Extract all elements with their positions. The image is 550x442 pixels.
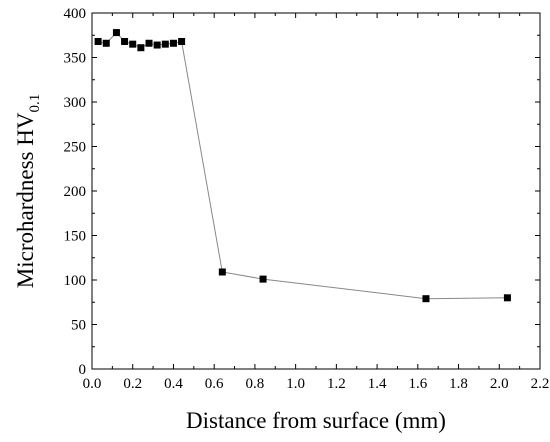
x-tick-label: 0.0	[83, 376, 102, 392]
data-point	[129, 40, 137, 48]
series-markers-group	[94, 29, 511, 303]
y-axis-title-main: Microhardness HV	[13, 112, 38, 288]
x-tick-label: 0.6	[205, 376, 224, 392]
x-tick-label: 2.2	[531, 376, 550, 392]
x-tick-label: 1.2	[327, 376, 346, 392]
y-tick-label: 200	[64, 184, 87, 200]
data-point	[178, 37, 186, 45]
data-point	[121, 37, 129, 45]
data-point	[145, 39, 153, 47]
data-point	[153, 41, 161, 49]
y-tick-label: 300	[64, 95, 87, 111]
data-point	[259, 275, 267, 283]
data-point	[422, 295, 430, 303]
x-tick-label: 1.4	[368, 376, 387, 392]
x-tick-label: 0.8	[246, 376, 265, 392]
data-point	[218, 268, 226, 276]
data-point	[137, 44, 145, 52]
y-axis-title-subscript: 0.1	[27, 94, 43, 113]
y-tick-label: 0	[79, 362, 87, 378]
x-axis: 0.0 0.2 0.4 0.6 0.8 1.0 1.2 1.4 1.6 1.8 2.0 2.2	[83, 13, 550, 392]
y-axis-title: Microhardness HV0.1	[13, 94, 43, 288]
plot-border	[91, 12, 541, 370]
data-point	[503, 294, 511, 302]
x-tick-label: 1.0	[286, 376, 305, 392]
y-tick-label: 100	[64, 273, 87, 289]
data-point	[161, 40, 169, 48]
y-tick-label: 50	[71, 318, 86, 334]
data-point	[112, 29, 120, 37]
data-point	[94, 37, 102, 45]
x-tick-label: 1.6	[408, 376, 427, 392]
y-tick-label: 250	[64, 140, 87, 156]
plot-frame	[91, 12, 541, 370]
y-tick-label: 400	[64, 6, 87, 22]
series-line	[97, 31, 508, 300]
x-tick-label: 0.2	[123, 376, 142, 392]
x-tick-label: 2.0	[490, 376, 509, 392]
y-tick-label: 150	[64, 229, 87, 245]
series-line-group	[97, 31, 508, 300]
x-tick-label: 1.8	[449, 376, 468, 392]
data-point	[102, 39, 110, 47]
x-tick-label: 0.4	[164, 376, 183, 392]
x-axis-title: Distance from surface (mm)	[186, 408, 446, 433]
y-axis: 0 50 100 150 200 250 300 350 400	[64, 6, 540, 378]
data-point	[169, 39, 177, 47]
y-tick-label: 350	[64, 51, 87, 67]
